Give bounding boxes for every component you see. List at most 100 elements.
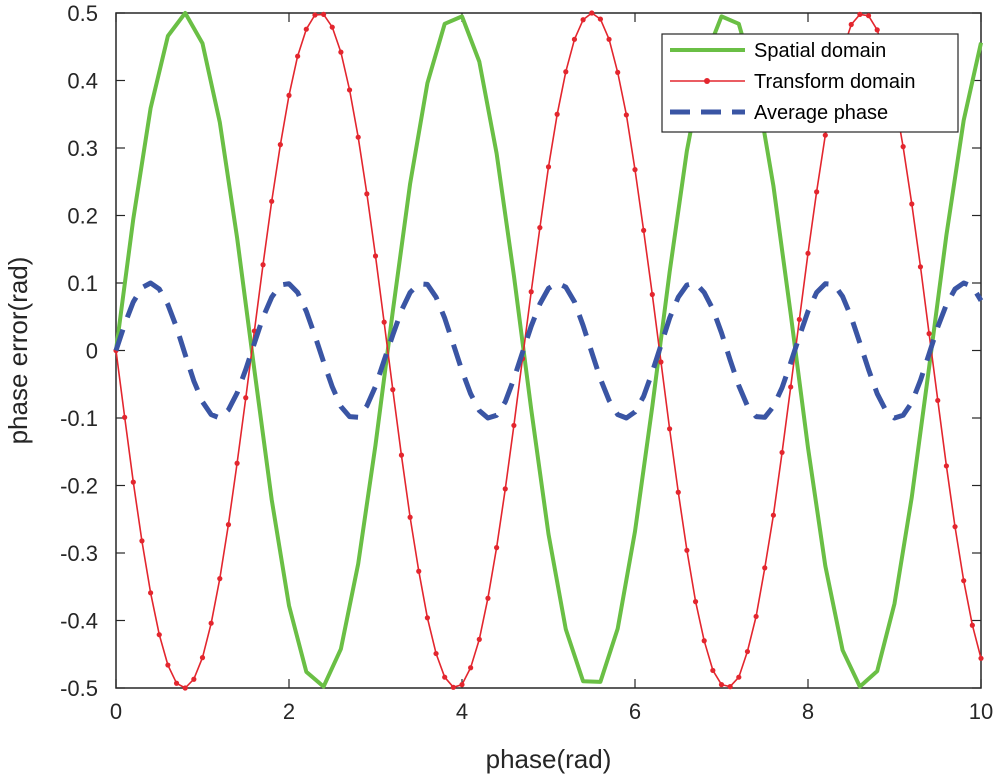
data-point (701, 638, 707, 644)
data-point (225, 522, 232, 528)
data-point (191, 676, 197, 682)
data-point (675, 489, 681, 495)
data-point (442, 674, 448, 680)
data-point (277, 142, 283, 148)
data-point (917, 264, 924, 270)
data-point (502, 486, 508, 492)
data-point (243, 395, 249, 401)
data-point (589, 10, 595, 16)
data-point (788, 384, 794, 390)
data-point (692, 599, 699, 605)
y-tick-label: -0.3 (60, 541, 98, 566)
x-axis-label: phase(rad) (486, 744, 612, 774)
data-point (684, 547, 690, 553)
data-point (269, 198, 275, 204)
data-point (796, 316, 802, 323)
data-point (571, 36, 578, 42)
legend-box (661, 33, 959, 133)
data-point (407, 514, 413, 520)
x-tick-label: 8 (802, 699, 814, 724)
data-point (321, 11, 327, 17)
data-point (736, 674, 742, 680)
data-point (926, 331, 932, 337)
y-axis-label: phase error(rad) (3, 257, 33, 445)
data-point (433, 650, 439, 657)
data-point (165, 662, 171, 668)
data-point (329, 24, 335, 30)
data-point (338, 49, 344, 55)
data-point (865, 13, 872, 19)
data-point (580, 17, 586, 23)
x-tick-label: 6 (629, 699, 641, 724)
x-tick-label: 10 (969, 699, 993, 724)
data-point (857, 11, 863, 17)
data-point (667, 426, 673, 432)
data-point (130, 479, 136, 485)
y-tick-label: 0.2 (67, 204, 98, 229)
data-point (978, 655, 984, 661)
series-line-average-phase (113, 280, 984, 421)
data-point (528, 289, 534, 295)
data-point (744, 648, 751, 655)
data-point (658, 359, 664, 365)
x-tick-label: 2 (283, 699, 295, 724)
y-tick-label: 0.5 (67, 1, 98, 26)
data-point (148, 590, 154, 596)
legend-label-average-phase: Average phase (754, 102, 888, 124)
data-point (805, 250, 811, 256)
data-point (260, 262, 266, 268)
data-point (909, 201, 915, 207)
y-tick-label: 0.1 (67, 271, 98, 296)
y-tick-label: -0.1 (60, 406, 98, 431)
data-point (943, 463, 950, 469)
data-point (623, 112, 629, 118)
data-point (450, 684, 456, 690)
data-point (770, 512, 777, 518)
x-tick-label: 0 (110, 699, 122, 724)
data-point (346, 87, 353, 93)
data-point (710, 667, 716, 674)
data-point (286, 92, 292, 98)
data-point (122, 414, 128, 420)
data-point (468, 665, 474, 671)
data-point (139, 538, 145, 544)
data-point (173, 680, 180, 686)
y-tick-label: -0.5 (60, 676, 98, 701)
data-point (935, 397, 941, 404)
y-tick-label: 0.3 (67, 136, 98, 161)
data-point (649, 291, 655, 298)
data-point (208, 620, 214, 626)
y-tick-label: -0.4 (60, 609, 98, 634)
data-point (727, 684, 733, 690)
data-point (554, 111, 560, 117)
data-point (182, 685, 188, 691)
legend-marker-transform-domain (704, 78, 710, 84)
data-point (312, 12, 318, 18)
data-point (217, 576, 223, 582)
data-point (597, 16, 604, 22)
data-point (416, 568, 422, 574)
data-point (718, 682, 725, 688)
data-point (874, 27, 880, 33)
x-tick-label: 4 (456, 699, 468, 724)
data-point (303, 26, 309, 32)
y-tick-label: -0.2 (60, 474, 98, 499)
data-point (234, 460, 240, 466)
axis-ticks: 0 2 4 6 8 10 -0.5 -0.4 -0.3 -0.2 -0.1 0 0.1 0.2 0.3 0.4… (60, 1, 993, 724)
series-line-spatial-domain (114, 11, 983, 689)
legend-label-spatial-domain: Spatial domain (754, 40, 886, 62)
data-point (295, 53, 301, 59)
data-point (641, 227, 647, 233)
data-point (969, 622, 975, 628)
data-point (822, 132, 828, 138)
y-tick-label: 0 (86, 339, 98, 364)
data-point (494, 545, 500, 551)
data-point (632, 167, 638, 173)
data-point (476, 636, 482, 643)
data-point (398, 452, 405, 458)
legend: Spatial domain Transform domain Average … (661, 33, 959, 133)
data-point (952, 524, 958, 530)
data-point (511, 422, 517, 429)
y-tick-label: 0.4 (67, 69, 98, 94)
